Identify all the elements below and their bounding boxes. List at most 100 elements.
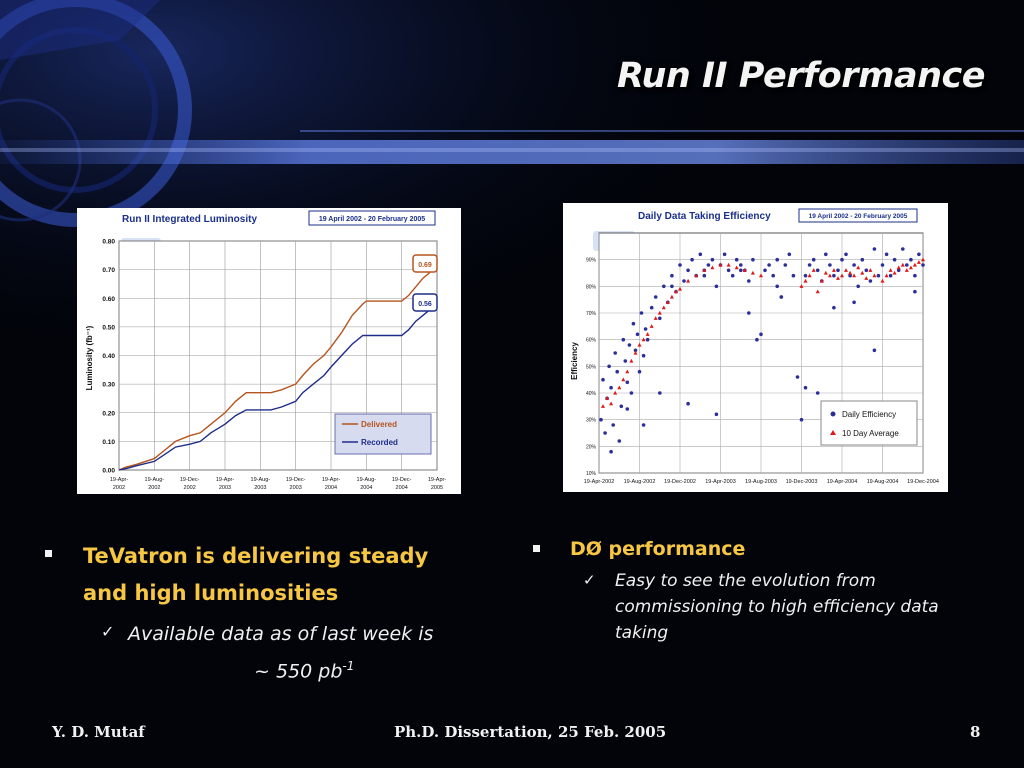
daily-efficiency-point (836, 268, 840, 273)
daily-efficiency-point (633, 348, 638, 353)
ten-day-average-point (868, 268, 873, 272)
daily-efficiency-point (832, 273, 836, 278)
y-tick-label: 0.80 (102, 239, 115, 246)
y-tick-label: 60% (586, 338, 597, 344)
daily-efficiency-point (601, 377, 605, 382)
ten-day-average-point (872, 273, 877, 278)
ten-day-average-point (669, 294, 674, 299)
ten-day-average-point (799, 284, 804, 288)
ten-day-average-point (665, 300, 670, 304)
ten-day-average-point (856, 265, 861, 270)
x-tick-label: 19-Dec-2003 (286, 477, 306, 491)
daily-efficiency-point (807, 263, 812, 267)
efficiency-legend: Daily Efficiency 10 Day Average (820, 400, 918, 446)
daily-efficiency-point (653, 295, 658, 299)
ten-day-average-point (702, 268, 707, 272)
daily-efficiency-point (751, 257, 755, 262)
y-tick-label: 70% (586, 311, 597, 317)
daily-efficiency-point (856, 284, 860, 289)
ten-day-average-point (904, 268, 909, 272)
left-sub-bullet: Available data as of last week is ~ 550 … (128, 618, 498, 687)
daily-efficiency-point (747, 279, 751, 283)
left-sub-line-1: Available data as of last week is (128, 623, 434, 645)
daily-efficiency-point (714, 284, 719, 289)
callout-recorded: 0.56 (412, 293, 438, 312)
daily-efficiency-point (726, 268, 731, 273)
y-tick-label: 50% (586, 364, 597, 370)
x-tick-label: 19-Apr-2005 (428, 477, 447, 491)
y-tick-label: 20% (586, 444, 597, 450)
efficiency-date-box (798, 208, 918, 223)
daily-efficiency-point (755, 337, 759, 342)
footer-page-number: 8 (970, 723, 981, 741)
daily-efficiency-point (682, 279, 686, 283)
checkmark-icon: ✓ (583, 571, 596, 589)
daily-efficiency-point (637, 369, 642, 374)
x-tick-label: 19-Apr-2002 (110, 477, 129, 491)
daily-efficiency-point (627, 343, 632, 347)
daily-efficiency-point (763, 268, 767, 273)
daily-efficiency-point (649, 305, 654, 310)
svg-text:0.69: 0.69 (418, 262, 432, 269)
ten-day-average-point (864, 276, 869, 280)
ten-day-average-point (613, 390, 618, 395)
slide-title: Run II Performance (616, 56, 986, 96)
luminosity-chart-title: Run II Integrated Luminosity (122, 214, 257, 225)
daily-efficiency-point (658, 316, 662, 321)
daily-efficiency-point (860, 257, 865, 262)
daily-efficiency-point (872, 348, 877, 353)
daily-efficiency-point (840, 257, 844, 262)
ten-day-average-point (827, 273, 832, 278)
ten-day-average-point (629, 358, 634, 363)
daily-efficiency-point (621, 337, 626, 342)
ten-day-average-point (674, 289, 678, 294)
ten-day-average-point (831, 268, 836, 272)
daily-efficiency-point (739, 263, 743, 267)
bullet-square-icon (45, 550, 52, 557)
daily-efficiency-point (892, 257, 897, 262)
ten-day-average-point (811, 268, 816, 272)
luminosity-chart-svg: Run II Integrated Luminosity 19 April 20… (85, 210, 447, 491)
daily-efficiency-point (787, 252, 792, 257)
daily-efficiency-point (884, 252, 889, 257)
ten-day-average-point (657, 310, 662, 315)
ten-day-average-point (645, 332, 650, 336)
right-sub-line-2: commissioning to high efficiency data (615, 597, 939, 617)
daily-efficiency-point (771, 273, 775, 278)
y-tick-label: 0.30 (102, 382, 115, 389)
ten-day-average-point (807, 273, 812, 278)
x-tick-label: 19-Apr-2003 (705, 479, 736, 485)
luminosity-y-axis-label: Luminosity (fb⁻¹) (85, 325, 94, 390)
x-tick-label: 19-Dec-2003 (786, 479, 818, 485)
ten-day-average-point (880, 278, 885, 283)
right-sub-line-1: Easy to see the evolution from (615, 571, 876, 591)
callout-delivered: 0.69 (412, 254, 438, 273)
ten-day-average-point (840, 273, 844, 278)
ten-day-average-point (750, 270, 755, 275)
ten-day-average-point (912, 262, 917, 267)
ten-day-average-point (836, 276, 840, 280)
legend-delivered: Delivered (361, 420, 397, 429)
efficiency-chart-svg: Daily Data Taking Efficiency 19 April 20… (570, 208, 939, 485)
ten-day-average-point (819, 278, 824, 283)
daily-efficiency-point (734, 257, 739, 262)
daily-efficiency-point (645, 337, 650, 342)
ten-day-average-point (896, 265, 901, 270)
left-main-bullet: TeVatron is delivering steady and high l… (83, 538, 483, 612)
y-tick-label: 0.00 (102, 468, 115, 475)
daily-efficiency-point (880, 263, 885, 267)
x-tick-label: 19-Apr-2002 (584, 479, 615, 485)
x-tick-label: 19-Dec-2004 (392, 477, 412, 491)
daily-efficiency-point (815, 391, 820, 395)
daily-efficiency-point (629, 391, 634, 395)
y-tick-label: 40% (586, 391, 597, 397)
y-tick-label: 0.70 (102, 267, 115, 274)
ten-day-average-point (734, 265, 739, 270)
daily-efficiency-point (759, 332, 763, 337)
daily-efficiency-point (803, 385, 808, 390)
daily-efficiency-point (868, 279, 873, 283)
ten-day-average-point (678, 286, 682, 291)
ten-day-average-point (921, 257, 925, 262)
daily-efficiency-point (913, 273, 917, 278)
ten-day-average-point (625, 369, 630, 374)
